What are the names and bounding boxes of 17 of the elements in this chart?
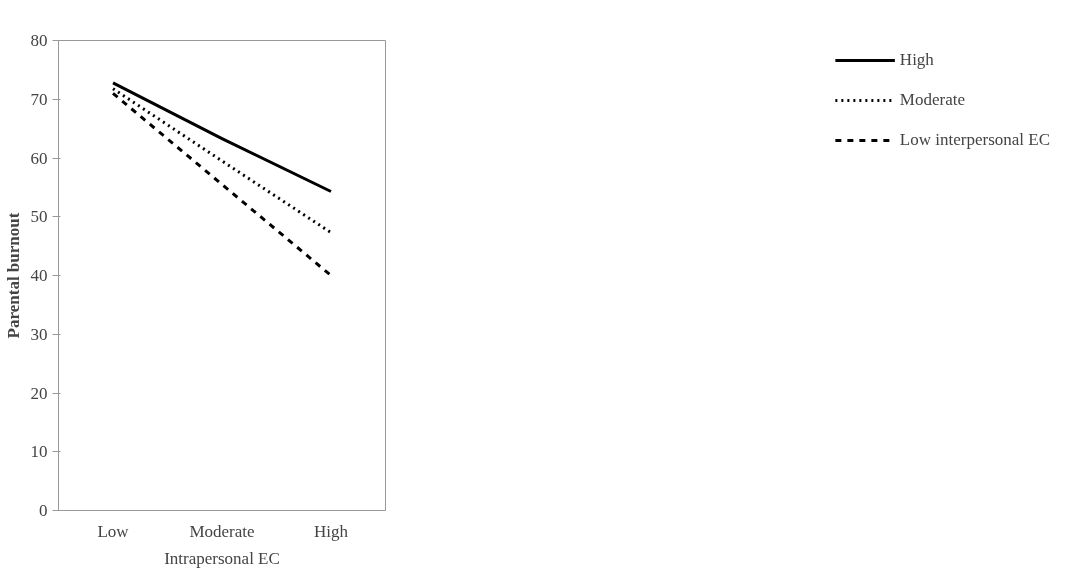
y-tick-label: 10 <box>30 442 48 462</box>
y-tick-label: 60 <box>30 148 48 168</box>
legend-label: Moderate <box>899 90 965 110</box>
y-tick-label: 40 <box>30 266 48 285</box>
y-tick-label: 70 <box>30 89 48 109</box>
x-tick-label: Low <box>97 521 130 541</box>
y-tick-label: 0 <box>39 501 48 520</box>
y-tick-label: 20 <box>30 383 48 403</box>
y-axis-title: Parental burnout <box>3 212 23 339</box>
x-tick-label: Moderate <box>189 521 255 541</box>
legend-label: High <box>899 50 934 70</box>
legend-label: Low interpersonal EC <box>899 130 1050 150</box>
x-axis-title: Intrapersonal EC <box>164 548 280 568</box>
y-tick-label: 30 <box>30 324 48 344</box>
x-tick-label: High <box>314 521 349 541</box>
y-tick-label: 80 <box>30 31 48 50</box>
y-tick-label: 50 <box>30 207 48 227</box>
